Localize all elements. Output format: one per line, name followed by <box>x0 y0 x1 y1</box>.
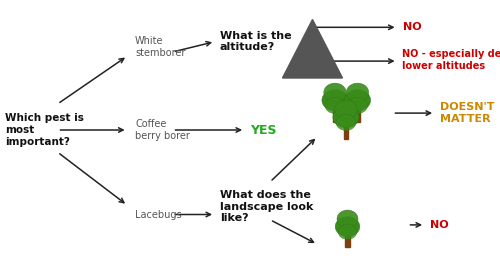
FancyBboxPatch shape <box>356 104 360 122</box>
Ellipse shape <box>335 100 357 119</box>
Text: White
stemborer: White stemborer <box>135 36 186 58</box>
Ellipse shape <box>338 224 357 239</box>
Text: NO - especially detrimental at
lower altitudes: NO - especially detrimental at lower alt… <box>402 49 500 71</box>
Text: NO: NO <box>430 220 448 230</box>
Ellipse shape <box>336 114 356 131</box>
Text: Which pest is
most
important?: Which pest is most important? <box>5 113 84 147</box>
Ellipse shape <box>344 90 370 111</box>
Ellipse shape <box>325 97 345 114</box>
Text: DOESN'T
MATTER: DOESN'T MATTER <box>440 102 494 124</box>
Ellipse shape <box>333 107 359 128</box>
Ellipse shape <box>348 97 368 114</box>
Text: NO: NO <box>402 22 421 32</box>
FancyBboxPatch shape <box>333 104 337 122</box>
Text: YES: YES <box>250 124 276 136</box>
Ellipse shape <box>322 90 348 111</box>
Text: Coffee
berry borer: Coffee berry borer <box>135 119 190 141</box>
Ellipse shape <box>337 210 358 228</box>
Ellipse shape <box>335 217 360 237</box>
FancyBboxPatch shape <box>346 230 350 247</box>
Polygon shape <box>282 20 343 78</box>
Ellipse shape <box>346 83 368 102</box>
Text: What is the
altitude?: What is the altitude? <box>220 31 292 53</box>
Ellipse shape <box>324 83 346 102</box>
FancyBboxPatch shape <box>344 121 348 139</box>
Text: What does the
landscape look
like?: What does the landscape look like? <box>220 190 314 223</box>
Text: Lacebugs: Lacebugs <box>135 210 182 219</box>
